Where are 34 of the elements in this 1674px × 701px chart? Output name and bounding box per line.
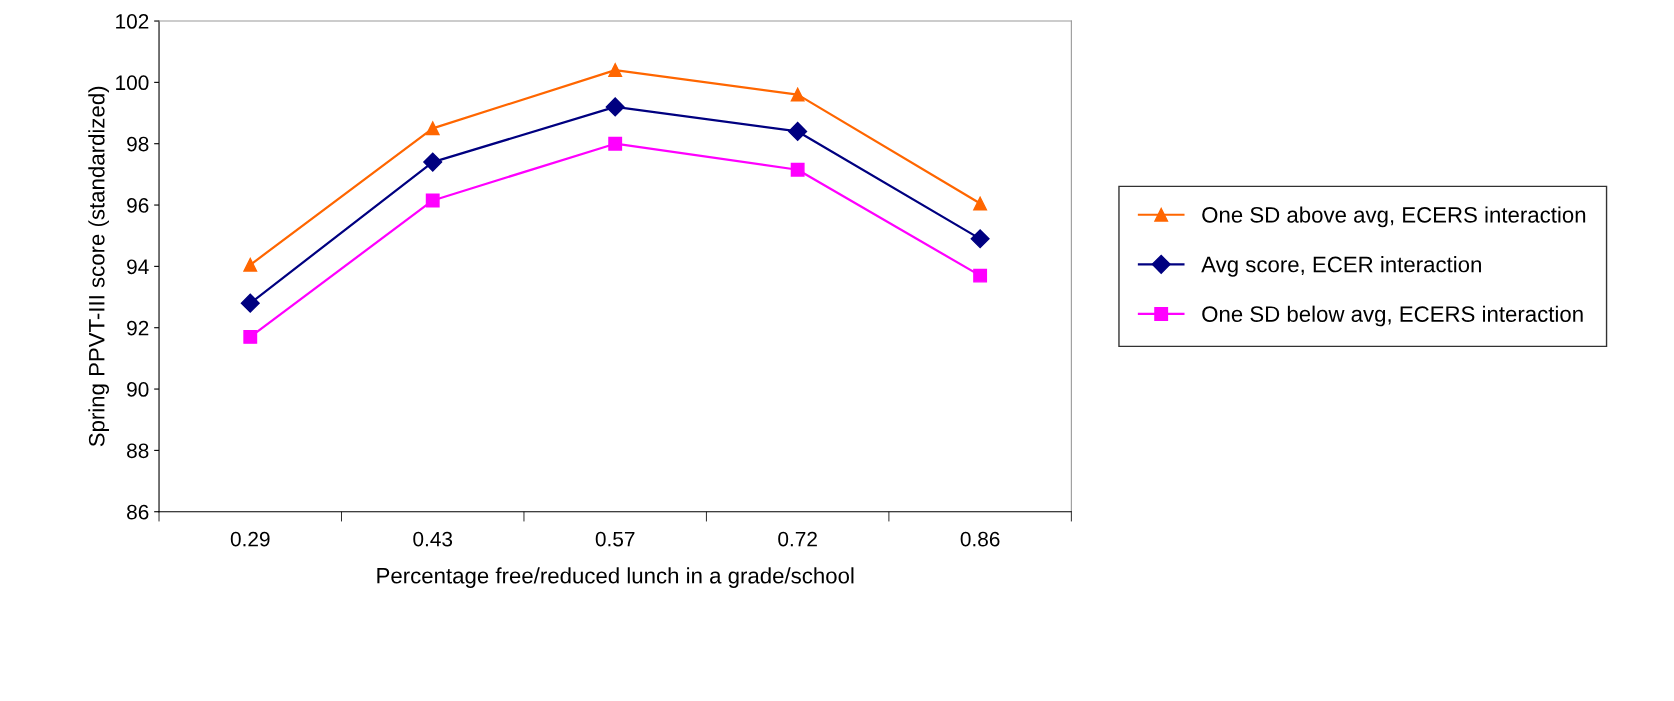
point bbox=[973, 196, 988, 211]
point bbox=[243, 329, 258, 344]
x-tick-label: 0.57 bbox=[595, 531, 635, 547]
point bbox=[970, 229, 990, 249]
point bbox=[608, 136, 623, 151]
legend-label: One SD above avg, ECERS interaction bbox=[1202, 206, 1586, 228]
point bbox=[973, 268, 988, 283]
x-axis-title: Percentage free/reduced lunch in a grade/school bbox=[377, 567, 854, 588]
y-tick-label: 90 bbox=[127, 382, 149, 397]
legend-label: One SD below avg, ECERS interaction bbox=[1202, 305, 1583, 327]
y-tick-label: 96 bbox=[127, 198, 149, 213]
y-tick-label: 88 bbox=[127, 443, 149, 459]
y-tick-label: 98 bbox=[127, 136, 149, 152]
point bbox=[790, 87, 805, 102]
x-tick-label: 0.29 bbox=[230, 531, 270, 547]
point bbox=[243, 257, 258, 272]
y-tick-label: 86 bbox=[127, 504, 149, 520]
y-tick-label: 92 bbox=[127, 320, 149, 336]
point bbox=[608, 63, 623, 78]
point bbox=[423, 152, 443, 172]
point bbox=[605, 97, 625, 117]
y-tick-label: 102 bbox=[116, 14, 149, 29]
point bbox=[790, 162, 805, 177]
legend-label: Avg score, ECER interaction bbox=[1201, 256, 1481, 277]
x-tick-label: 0.43 bbox=[413, 531, 453, 547]
point bbox=[240, 293, 260, 313]
point bbox=[425, 193, 440, 208]
y-axis-title: Spring PPVT-III score (standardized) bbox=[88, 86, 109, 447]
point bbox=[788, 121, 808, 141]
y-tick-label: 94 bbox=[127, 259, 149, 275]
x-tick-label: 0.72 bbox=[778, 531, 817, 547]
point bbox=[425, 121, 440, 136]
x-tick-label: 0.86 bbox=[960, 531, 1000, 547]
y-tick-label: 100 bbox=[116, 75, 149, 91]
